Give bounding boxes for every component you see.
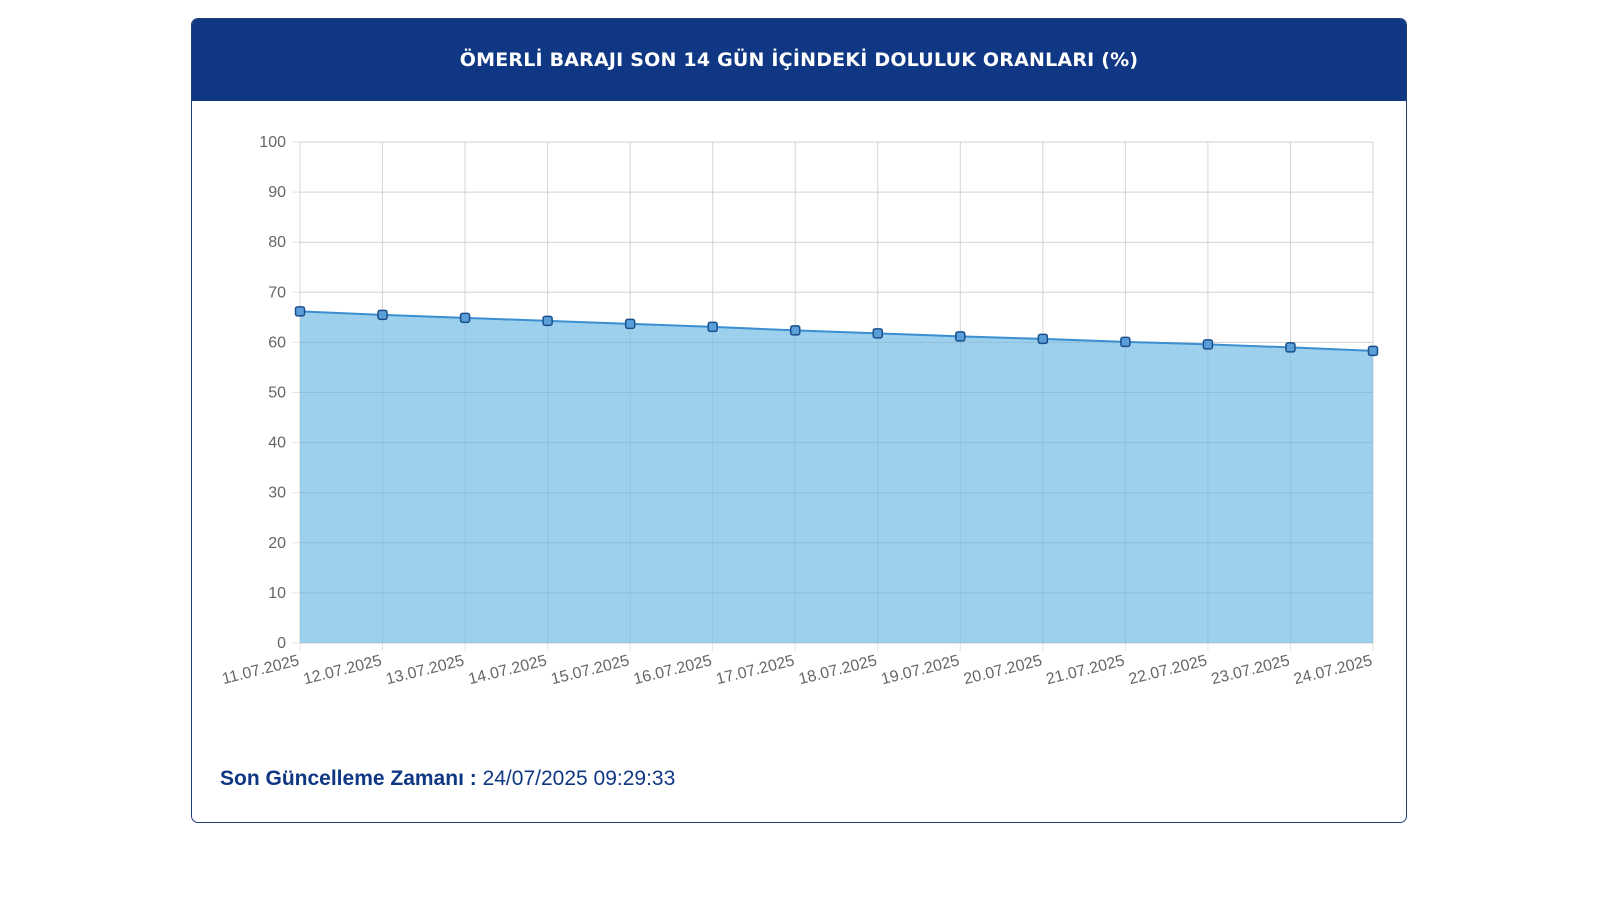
data-point bbox=[872, 328, 884, 339]
x-tick-label: 18.07.2025 bbox=[797, 652, 879, 688]
chart-title: ÖMERLİ BARAJI SON 14 GÜN İÇİNDEKİ DOLULU… bbox=[459, 49, 1139, 71]
x-tick-label: 16.07.2025 bbox=[632, 652, 714, 688]
data-point bbox=[1037, 333, 1049, 345]
data-point bbox=[542, 315, 553, 327]
last-update: Son Güncelleme Zamanı : 24/07/2025 09:29… bbox=[220, 767, 675, 791]
y-tick-label: 80 bbox=[268, 234, 286, 251]
y-tick-label: 40 bbox=[268, 435, 286, 452]
x-tick-label: 11.07.2025 bbox=[220, 652, 301, 688]
y-tick-label: 30 bbox=[268, 485, 286, 502]
chart-header: ÖMERLİ BARAJI SON 14 GÜN İÇİNDEKİ DOLULU… bbox=[192, 19, 1406, 101]
data-point bbox=[1202, 339, 1214, 350]
last-update-label: Son Güncelleme Zamanı : bbox=[220, 767, 477, 790]
data-point bbox=[707, 321, 718, 333]
x-tick-label: 21.07.2025 bbox=[1045, 652, 1127, 688]
x-tick-label: 14.07.2025 bbox=[467, 652, 549, 688]
x-tick-label: 23.07.2025 bbox=[1210, 652, 1292, 688]
data-point bbox=[1367, 345, 1379, 357]
last-update-value: 24/07/2025 09:29:33 bbox=[482, 767, 676, 790]
x-tick-label: 20.07.2025 bbox=[962, 652, 1044, 688]
data-point bbox=[955, 331, 966, 342]
y-tick-label: 20 bbox=[268, 535, 286, 552]
x-tick-label: 24.07.2025 bbox=[1292, 652, 1374, 688]
y-tick-label: 0 bbox=[277, 635, 286, 652]
data-point bbox=[789, 325, 801, 336]
data-point bbox=[624, 318, 636, 330]
series-area bbox=[300, 311, 1373, 643]
x-tick-label: 17.07.2025 bbox=[714, 652, 796, 688]
y-tick-label: 70 bbox=[268, 284, 286, 301]
series-line bbox=[299, 310, 1374, 352]
data-point bbox=[459, 312, 471, 324]
x-tick-label: 15.07.2025 bbox=[549, 652, 631, 688]
y-tick-label: 60 bbox=[268, 334, 286, 351]
y-tick-label: 50 bbox=[268, 385, 286, 402]
data-point bbox=[1120, 336, 1131, 348]
data-point bbox=[1285, 342, 1296, 353]
y-tick-label: 10 bbox=[268, 585, 286, 602]
y-tick-label: 100 bbox=[259, 134, 286, 151]
x-tick-label: 13.07.2025 bbox=[384, 652, 466, 688]
x-tick-label: 22.07.2025 bbox=[1127, 652, 1209, 688]
data-point bbox=[294, 306, 306, 317]
data-point bbox=[377, 309, 388, 321]
x-tick-label: 12.07.2025 bbox=[302, 652, 384, 688]
x-tick-label: 19.07.2025 bbox=[879, 652, 961, 688]
y-tick-label: 90 bbox=[268, 184, 286, 201]
